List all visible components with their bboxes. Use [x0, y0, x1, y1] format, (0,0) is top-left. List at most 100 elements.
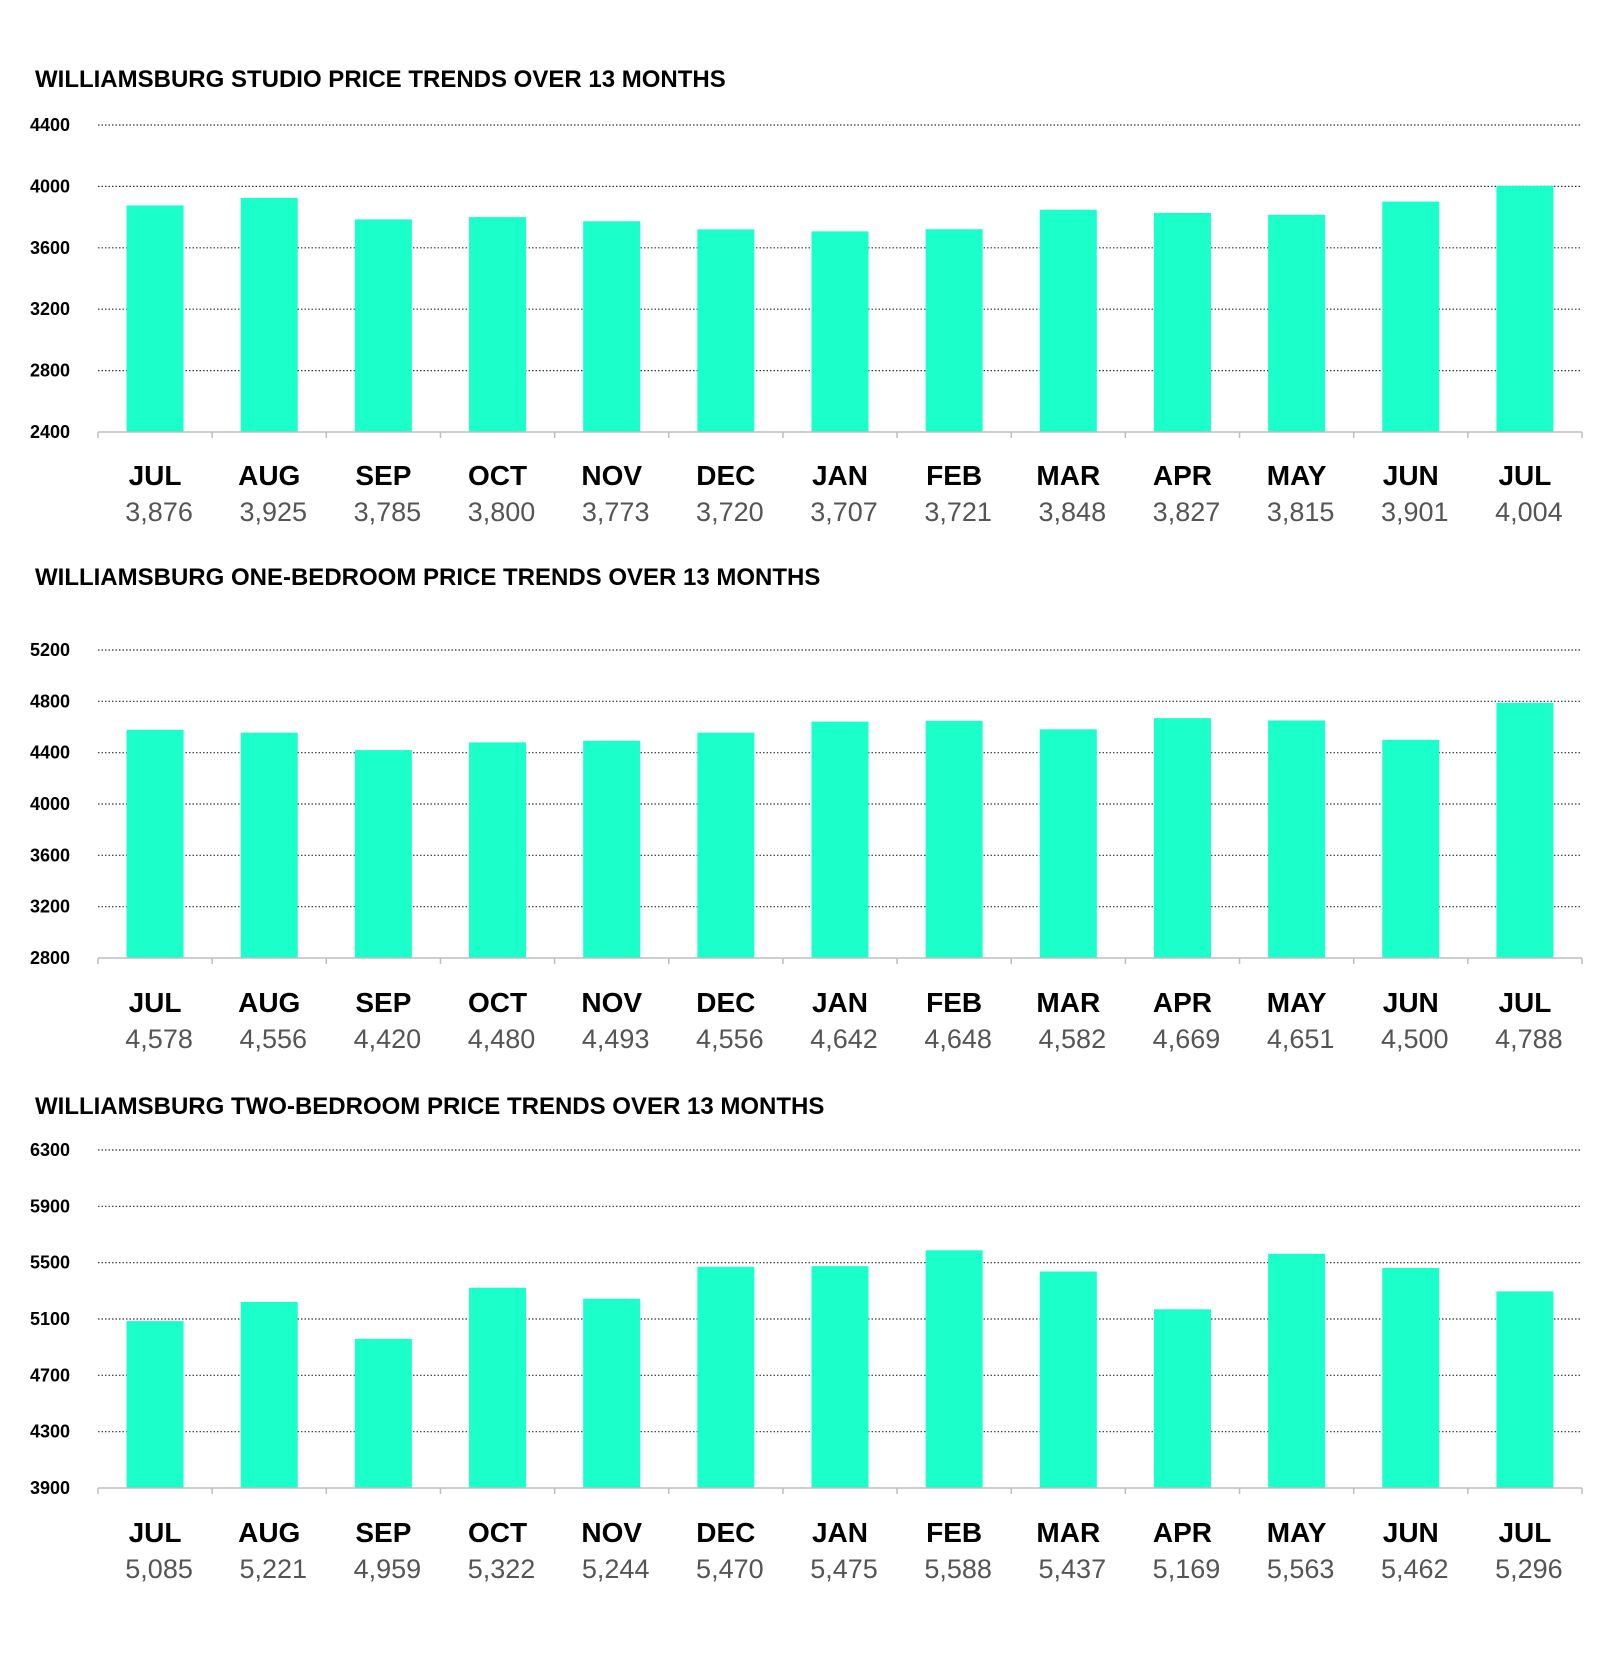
bar-nov [583, 1298, 641, 1488]
x-value-label: 3,827 [1153, 497, 1221, 527]
y-tick-label: 4400 [30, 743, 70, 763]
x-value-label: 4,556 [696, 1024, 764, 1054]
y-tick-label: 5200 [30, 640, 70, 660]
bar-dec [697, 732, 755, 958]
x-value-label: 5,470 [696, 1554, 764, 1584]
x-category-label: SEP [355, 987, 411, 1018]
bar-may [1268, 720, 1326, 958]
bar-sep [354, 1338, 412, 1488]
bar-oct [469, 1287, 527, 1488]
x-category-label: JUL [129, 1517, 182, 1548]
x-value-label: 4,578 [125, 1024, 193, 1054]
chart-2: WILLIAMSBURG ONE-BEDROOM PRICE TRENDS OV… [30, 564, 1583, 1054]
y-tick-label: 3200 [30, 299, 70, 319]
x-value-label: 3,720 [696, 497, 764, 527]
x-category-label: APR [1153, 987, 1212, 1018]
x-value-label: 4,669 [1153, 1024, 1221, 1054]
x-category-label: JUN [1383, 987, 1439, 1018]
x-category-label: MAY [1267, 460, 1327, 491]
x-category-label: AUG [238, 1517, 300, 1548]
bar-aug [240, 1301, 298, 1488]
y-tick-label: 5100 [30, 1309, 70, 1329]
y-tick-label: 4700 [30, 1365, 70, 1385]
x-value-label: 3,848 [1039, 497, 1107, 527]
bar-jul [1496, 702, 1554, 958]
bar-jan [811, 231, 869, 432]
chart-title: WILLIAMSBURG ONE-BEDROOM PRICE TRENDS OV… [35, 564, 820, 591]
y-tick-label: 6300 [30, 1140, 70, 1160]
chart-1: WILLIAMSBURG STUDIO PRICE TRENDS OVER 13… [30, 66, 1583, 527]
bar-aug [240, 197, 298, 432]
x-value-label: 4,959 [354, 1554, 422, 1584]
bar-apr [1153, 1309, 1211, 1488]
bar-mar [1039, 729, 1097, 958]
chart-title: WILLIAMSBURG TWO-BEDROOM PRICE TRENDS OV… [35, 1093, 824, 1120]
x-category-label: MAR [1036, 987, 1100, 1018]
x-category-label: JAN [812, 1517, 868, 1548]
bar-sep [354, 219, 412, 432]
x-category-label: OCT [468, 1517, 527, 1548]
bar-mar [1039, 209, 1097, 432]
x-value-label: 3,707 [810, 497, 878, 527]
x-value-label: 5,462 [1381, 1554, 1449, 1584]
y-tick-label: 2800 [30, 948, 70, 968]
x-category-label: JAN [812, 987, 868, 1018]
x-value-label: 4,556 [239, 1024, 307, 1054]
x-value-label: 3,876 [125, 497, 193, 527]
x-value-label: 4,420 [354, 1024, 422, 1054]
x-category-label: FEB [926, 987, 982, 1018]
x-category-label: JUL [1498, 1517, 1551, 1548]
x-value-label: 5,475 [810, 1554, 878, 1584]
x-category-label: JUL [1498, 987, 1551, 1018]
x-value-label: 4,788 [1495, 1024, 1563, 1054]
bar-jan [811, 721, 869, 958]
x-category-label: NOV [581, 1517, 642, 1548]
x-category-label: OCT [468, 987, 527, 1018]
x-category-label: JUL [129, 460, 182, 491]
x-category-label: APR [1153, 460, 1212, 491]
bar-jun [1382, 739, 1440, 958]
x-value-label: 5,221 [239, 1554, 307, 1584]
x-value-label: 5,085 [125, 1554, 193, 1584]
x-category-label: DEC [696, 987, 755, 1018]
x-value-label: 5,169 [1153, 1554, 1221, 1584]
bar-apr [1153, 718, 1211, 958]
x-category-label: OCT [468, 460, 527, 491]
y-tick-label: 3900 [30, 1478, 70, 1498]
bar-jul [126, 729, 184, 958]
bar-may [1268, 214, 1326, 432]
x-category-label: FEB [926, 460, 982, 491]
x-value-label: 4,480 [468, 1024, 536, 1054]
x-category-label: JUN [1383, 1517, 1439, 1548]
chart-title: WILLIAMSBURG STUDIO PRICE TRENDS OVER 13… [35, 66, 726, 93]
bar-feb [925, 1250, 983, 1488]
x-value-label: 3,800 [468, 497, 536, 527]
x-value-label: 5,244 [582, 1554, 650, 1584]
y-tick-label: 2400 [30, 422, 70, 442]
x-value-label: 5,588 [924, 1554, 992, 1584]
y-tick-label: 2800 [30, 361, 70, 381]
x-category-label: JAN [812, 460, 868, 491]
x-value-label: 3,721 [924, 497, 992, 527]
x-category-label: MAR [1036, 1517, 1100, 1548]
x-value-label: 3,785 [354, 497, 422, 527]
bar-sep [354, 750, 412, 958]
x-category-label: MAY [1267, 987, 1327, 1018]
bar-may [1268, 1253, 1326, 1488]
bar-dec [697, 1266, 755, 1488]
bar-apr [1153, 212, 1211, 432]
bar-jul [1496, 1291, 1554, 1488]
y-tick-label: 3200 [30, 897, 70, 917]
x-value-label: 4,493 [582, 1024, 650, 1054]
x-value-label: 4,642 [810, 1024, 878, 1054]
bar-nov [583, 221, 641, 432]
bar-jun [1382, 201, 1440, 432]
bar-oct [469, 742, 527, 958]
x-category-label: JUL [129, 987, 182, 1018]
y-tick-label: 4800 [30, 691, 70, 711]
x-value-label: 3,773 [582, 497, 650, 527]
y-tick-label: 3600 [30, 845, 70, 865]
x-category-label: JUN [1383, 460, 1439, 491]
x-value-label: 4,582 [1039, 1024, 1107, 1054]
